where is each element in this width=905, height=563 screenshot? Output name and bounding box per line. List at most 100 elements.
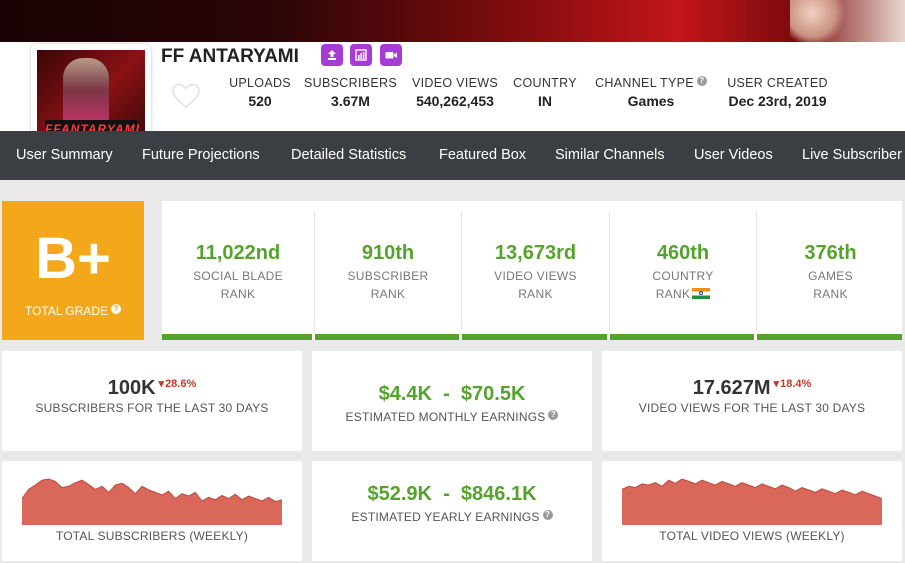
sparkline-line <box>22 478 282 503</box>
help-icon[interactable]: ? <box>111 304 122 314</box>
views-weekly-chart <box>622 478 882 525</box>
monthly-earnings-label: ESTIMATED MONTHLY EARNINGS <box>345 410 546 424</box>
rank-bar <box>462 334 607 340</box>
rank-label: COUNTRY <box>652 269 714 283</box>
rank-value: 910th <box>361 242 415 264</box>
subscribers-30-days-card: 100K28.6% SUBSCRIBERS FOR THE LAST 30 DA… <box>2 351 302 451</box>
stat-user-created: USER CREATED Dec 23rd, 2019 <box>720 76 835 109</box>
channel-banner <box>0 0 905 42</box>
yearly-earnings-card: $52.9K - $846.1K ESTIMATED YEARLY EARNIN… <box>312 461 592 561</box>
subscribers-weekly-chart <box>22 478 282 525</box>
yearly-earnings-label: ESTIMATED YEARLY EARNINGS <box>351 510 540 524</box>
bar-chart-icon-button[interactable] <box>350 44 372 66</box>
monthly-earnings-high: $70.5K <box>460 383 526 405</box>
bar-chart-icon <box>355 49 367 61</box>
stat-channel-type: CHANNEL TYPE? Games <box>589 76 713 109</box>
views-30-days-label: VIDEO VIEWS FOR THE LAST 30 DAYS <box>638 401 866 415</box>
tab-detailed-statistics[interactable]: Detailed Statistics <box>291 147 407 163</box>
channel-name: FF ANTARYAMI <box>161 46 299 67</box>
rank-subscriber: 910th SUBSCRIBER RANK <box>315 201 461 340</box>
monthly-earnings-card: $4.4K - $70.5K ESTIMATED MONTHLY EARNING… <box>312 351 592 451</box>
stat-label: UPLOADS <box>229 76 291 90</box>
heart-icon[interactable] <box>170 80 202 112</box>
avatar-figure <box>63 58 109 128</box>
divider <box>461 211 462 331</box>
stat-value: 520 <box>248 93 272 109</box>
rank-value: 11,022nd <box>195 242 281 264</box>
rank-label: SOCIAL BLADE <box>193 269 283 283</box>
yearly-earnings-low: $52.9K <box>367 483 432 505</box>
divider <box>756 211 757 331</box>
subscribers-30-days-label: SUBSCRIBERS FOR THE LAST 30 DAYS <box>35 401 269 415</box>
yearly-earnings-high: $846.1K <box>460 483 537 505</box>
grade-value: B+ <box>35 226 111 291</box>
tab-user-summary[interactable]: User Summary <box>16 147 113 163</box>
stat-value: 3.67M <box>331 93 370 109</box>
rank-value: 376th <box>804 242 857 264</box>
stat-label: SUBSCRIBERS <box>304 76 397 90</box>
total-grade-box: B+ TOTAL GRADE? <box>2 201 144 340</box>
india-flag-icon <box>692 288 711 299</box>
video-camera-icon-button[interactable] <box>380 44 402 66</box>
rank-label: RANK <box>220 287 256 301</box>
divider <box>609 211 610 331</box>
stat-value: IN <box>538 93 552 109</box>
channel-header: FFANTARYAMI FF ANTARYAMI UPLOADS 520 SUB… <box>0 42 905 164</box>
views-weekly-label: TOTAL VIDEO VIEWS (WEEKLY) <box>659 529 845 543</box>
sparkline-area <box>22 479 282 525</box>
views-30-days-value: 17.627M <box>692 377 771 399</box>
video-camera-icon <box>385 52 397 59</box>
stat-label: COUNTRY <box>513 76 577 90</box>
rank-panel: 11,022nd SOCIAL BLADE RANK 910th SUBSCRI… <box>162 201 902 340</box>
rank-country: 460th COUNTRY RANK <box>610 201 756 340</box>
stat-uploads: UPLOADS 520 <box>222 76 298 109</box>
rank-label: RANK <box>518 287 553 301</box>
stat-video-views: VIDEO VIEWS 540,262,453 <box>405 76 505 109</box>
range-separator: - <box>443 383 450 405</box>
rank-bar <box>315 334 459 340</box>
help-icon[interactable]: ? <box>548 410 559 420</box>
upload-icon <box>328 50 336 60</box>
rank-label: RANK <box>370 287 406 301</box>
rank-value: 460th <box>656 242 710 264</box>
tab-future-projections[interactable]: Future Projections <box>142 147 260 163</box>
tab-similar-channels[interactable]: Similar Channels <box>555 147 665 163</box>
rank-bar <box>610 334 754 340</box>
tab-live-subscriber[interactable]: Live Subscriber <box>802 147 902 163</box>
tab-featured-box[interactable]: Featured Box <box>439 147 527 163</box>
rank-value: 13,673rd <box>494 242 577 264</box>
grade-label: TOTAL GRADE <box>24 304 109 318</box>
rank-social-blade: 11,022nd SOCIAL BLADE RANK <box>162 201 314 340</box>
help-icon[interactable]: ? <box>542 510 553 520</box>
sparkline-area <box>622 479 882 525</box>
rank-games: 376th GAMES RANK <box>757 201 904 340</box>
tab-navigation: User Summary Future Projections Detailed… <box>0 131 905 180</box>
stat-country: COUNTRY IN <box>510 76 580 109</box>
monthly-earnings-low: $4.4K <box>378 383 432 405</box>
tab-user-videos[interactable]: User Videos <box>694 147 773 163</box>
stat-value: Games <box>627 93 675 109</box>
rank-label: SUBSCRIBER <box>347 269 429 283</box>
stat-label: VIDEO VIEWS <box>412 76 498 90</box>
upload-icon-button[interactable] <box>321 44 343 66</box>
subscribers-change: 28.6% <box>159 378 197 390</box>
sparkline-line <box>622 478 882 500</box>
subscribers-30-days-value: 100K <box>107 377 156 399</box>
rank-label: GAMES <box>808 269 853 283</box>
divider <box>314 211 315 331</box>
banner-face-image <box>790 0 845 42</box>
help-icon[interactable]: ? <box>696 76 707 86</box>
rank-bar <box>162 334 312 340</box>
stat-value: Dec 23rd, 2019 <box>728 93 827 109</box>
stat-label: CHANNEL TYPE <box>595 76 694 90</box>
subscribers-weekly-label: TOTAL SUBSCRIBERS (WEEKLY) <box>55 529 249 543</box>
views-30-days-card: 17.627M18.4% VIDEO VIEWS FOR THE LAST 30… <box>602 351 902 451</box>
rank-label: RANK <box>655 287 691 301</box>
views-weekly-card: TOTAL VIDEO VIEWS (WEEKLY) <box>602 461 902 561</box>
range-separator: - <box>443 483 450 505</box>
stat-label: USER CREATED <box>727 76 828 90</box>
rank-label: RANK <box>813 287 848 301</box>
rank-label: VIDEO VIEWS <box>494 269 577 283</box>
views-change: 18.4% <box>774 378 812 390</box>
stat-subscribers: SUBSCRIBERS 3.67M <box>303 76 398 109</box>
